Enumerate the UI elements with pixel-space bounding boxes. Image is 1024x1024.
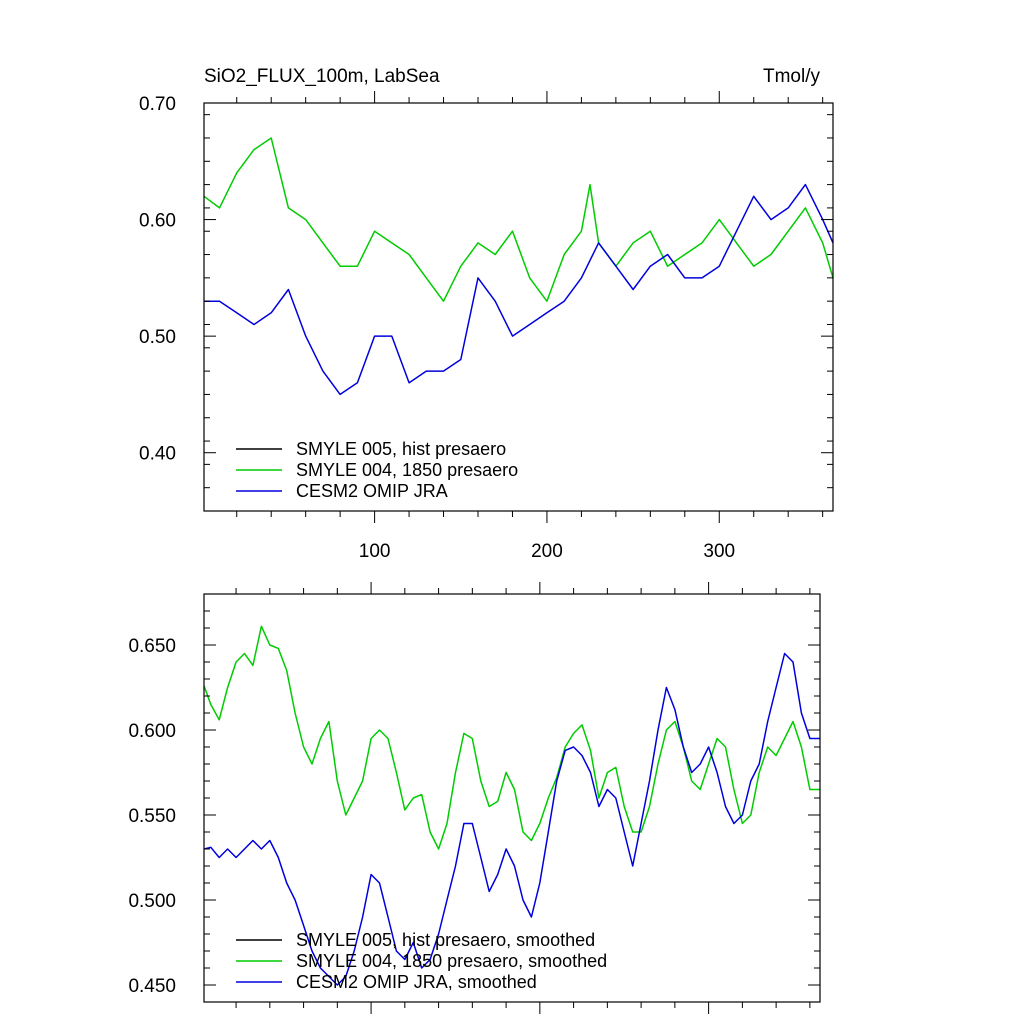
xtick-label-0-1: 200: [531, 541, 563, 562]
bottom-series-group: [203, 625, 820, 986]
bottom-legend: SMYLE 005, hist presaero, smoothedSMYLE …: [236, 930, 607, 992]
series-line-1-2: [203, 652, 820, 986]
ytick-label-0-1: 0.50: [139, 327, 176, 348]
ytick-label-1-1: 0.500: [128, 891, 176, 912]
ytick-label-0-2: 0.60: [139, 211, 176, 232]
xtick-label-0-0: 100: [359, 541, 391, 562]
top-panel: SiO2_FLUX_100m, LabSea Tmol/y 0.40 0.50 0.…: [139, 66, 834, 562]
top-series-group: [203, 137, 834, 396]
ytick-label-1-3: 0.600: [128, 721, 176, 742]
ytick-label-1-0: 0.450: [128, 976, 176, 997]
legend-label-1-2: CESM2 OMIP JRA, smoothed: [296, 972, 537, 992]
xtick-label-0-2: 300: [703, 541, 735, 562]
legend-label-0-1: SMYLE 004, 1850 presaero: [296, 460, 518, 480]
bottom-panel: 0.450 0.500 0.550 0.600 0.650 SMYLE 005, his…: [128, 582, 821, 1014]
bottom-plot-frame: [203, 593, 821, 1003]
chart-units: Tmol/y: [763, 66, 821, 87]
top-plot-frame: [203, 102, 834, 512]
ytick-label-1-4: 0.650: [128, 636, 176, 657]
series-line-0-2: [204, 183, 834, 396]
bottom-tick-group: 0.450 0.500 0.550 0.600 0.650: [128, 582, 820, 1014]
series-line-1-1: [203, 625, 820, 850]
chart-title: SiO2_FLUX_100m, LabSea: [204, 66, 440, 87]
ytick-label-0-3: 0.70: [139, 94, 176, 115]
ytick-label-0-0: 0.40: [139, 444, 176, 465]
legend-label-0-0: SMYLE 005, hist presaero: [296, 439, 506, 459]
series-line-0-1: [203, 137, 834, 302]
legend-label-1-1: SMYLE 004, 1850 presaero, smoothed: [296, 951, 607, 971]
legend-label-0-2: CESM2 OMIP JRA: [296, 481, 448, 501]
legend-label-1-0: SMYLE 005, hist presaero, smoothed: [296, 930, 595, 950]
ytick-label-1-2: 0.550: [128, 806, 176, 827]
